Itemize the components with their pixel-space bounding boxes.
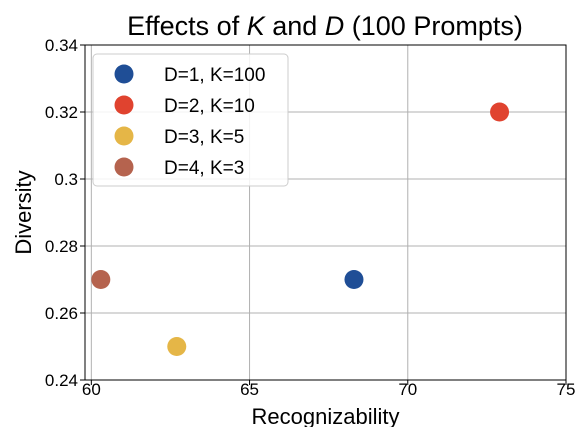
data-point bbox=[91, 270, 111, 289]
x-tick-label: 75 bbox=[557, 380, 576, 399]
legend-box bbox=[92, 53, 289, 187]
legend-marker bbox=[114, 95, 134, 115]
legend-marker bbox=[114, 157, 134, 177]
y-tick-label: 0.34 bbox=[45, 36, 78, 55]
legend-label: D=3, K=5 bbox=[164, 127, 244, 148]
x-tick-label: 70 bbox=[398, 380, 417, 399]
legend-label: D=1, K=100 bbox=[164, 65, 265, 86]
legend-label: D=4, K=3 bbox=[164, 158, 244, 179]
chart-title-suffix: (100 Prompts) bbox=[344, 11, 523, 41]
axis-ticks: 60 65 70 75 0.24 0.26 0.28 0.3 0.32 0.34 bbox=[45, 36, 576, 399]
y-tick-label: 0.28 bbox=[45, 237, 78, 256]
chart-title-var-k: K bbox=[247, 11, 266, 41]
y-axis-label: Diversity bbox=[11, 170, 36, 254]
y-tick-label: 0.32 bbox=[45, 103, 78, 122]
y-tick-label: 0.26 bbox=[45, 304, 78, 323]
y-tick-label: 0.24 bbox=[45, 371, 78, 390]
x-tick-label: 65 bbox=[240, 380, 259, 399]
data-point bbox=[490, 102, 510, 122]
chart-title-middle: and bbox=[265, 11, 325, 41]
data-point bbox=[167, 337, 187, 356]
chart-title-prefix: Effects of bbox=[127, 11, 247, 41]
data-point bbox=[344, 270, 364, 289]
chart-title-var-d: D bbox=[325, 11, 345, 41]
legend-marker bbox=[114, 126, 134, 146]
legend: D=1, K=100 D=2, K=10 D=3, K=5 D=4, K=3 bbox=[92, 53, 289, 187]
legend-marker bbox=[114, 64, 134, 84]
chart-title: Effects of K and D (100 Prompts) bbox=[127, 11, 523, 41]
x-axis-label: Recognizability bbox=[252, 404, 400, 427]
x-tick-label: 60 bbox=[82, 380, 101, 399]
data-points bbox=[91, 102, 510, 356]
legend-label: D=2, K=10 bbox=[164, 96, 255, 117]
y-tick-label: 0.3 bbox=[54, 170, 78, 189]
plot-area-frame bbox=[84, 44, 567, 381]
